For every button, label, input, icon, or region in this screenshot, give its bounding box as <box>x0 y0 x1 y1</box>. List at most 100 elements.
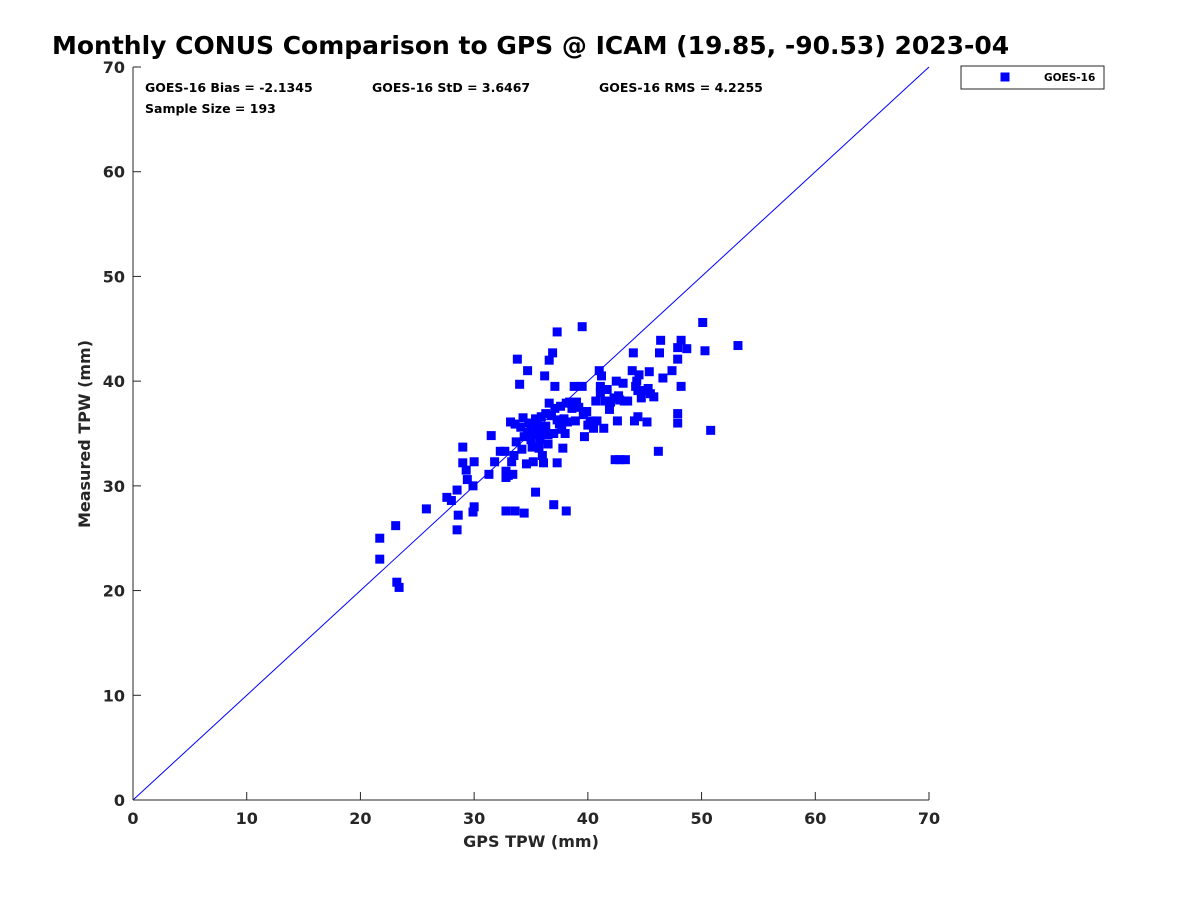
data-point <box>486 431 496 441</box>
data-point <box>612 416 622 426</box>
data-point <box>484 469 494 479</box>
data-point <box>600 396 610 406</box>
data-point <box>579 432 589 442</box>
data-point <box>673 343 683 353</box>
data-point <box>544 398 554 408</box>
data-point <box>535 435 545 445</box>
data-point <box>394 582 404 592</box>
data-point <box>556 401 566 411</box>
legend-marker <box>1000 72 1010 82</box>
data-point <box>506 417 516 427</box>
data-point <box>673 418 683 428</box>
legend-box <box>960 65 1105 90</box>
y-tick-label: 30 <box>103 477 125 496</box>
data-point <box>501 506 511 516</box>
data-point <box>453 510 463 520</box>
x-tick-label: 0 <box>127 809 138 828</box>
y-tick-label: 40 <box>103 372 125 391</box>
data-point <box>461 465 471 475</box>
data-point <box>458 442 468 452</box>
data-point <box>537 426 547 436</box>
x-tick-label: 60 <box>804 809 826 828</box>
data-point <box>391 521 401 531</box>
axes-layer: 0 10 20 30 40 50 60 70 0 10 20 30 40 50 60 70 <box>103 58 940 828</box>
data-point <box>604 404 614 414</box>
y-tick-label: 10 <box>103 686 125 705</box>
data-point <box>508 469 518 479</box>
data-point <box>526 420 536 430</box>
data-point <box>618 378 628 388</box>
data-point <box>615 395 625 405</box>
data-point <box>633 412 643 422</box>
x-tick-label: 10 <box>236 809 258 828</box>
rms-annotation: GOES-16 RMS = 4.2255 <box>599 80 763 95</box>
data-point <box>733 341 743 351</box>
data-point <box>452 485 462 495</box>
data-point <box>592 416 602 426</box>
data-point <box>628 348 638 358</box>
bias-annotation: GOES-16 Bias = -2.1345 <box>145 80 313 95</box>
data-point <box>582 407 592 417</box>
data-point <box>495 446 505 456</box>
data-point <box>541 409 551 419</box>
data-point <box>527 442 537 452</box>
data-point <box>510 506 520 516</box>
y-tick-label: 0 <box>114 791 125 810</box>
data-point <box>375 533 385 543</box>
data-point <box>532 425 542 435</box>
data-point <box>673 409 683 419</box>
data-point <box>543 439 553 449</box>
data-point <box>421 504 431 514</box>
data-point <box>658 373 668 383</box>
data-point <box>468 481 478 491</box>
std-annotation: GOES-16 StD = 3.6467 <box>372 80 530 95</box>
data-point <box>570 416 580 426</box>
data-point <box>597 371 607 381</box>
data-point <box>632 376 642 386</box>
data-point <box>567 403 577 413</box>
data-point <box>558 443 568 453</box>
data-point <box>490 457 500 467</box>
legend-label-goes-16: GOES-16 <box>1044 72 1095 84</box>
data-point <box>644 367 654 377</box>
data-point <box>510 419 520 429</box>
data-point <box>577 381 587 391</box>
data-point <box>676 381 686 391</box>
data-point <box>534 443 544 453</box>
data-point <box>548 348 558 358</box>
y-tick-label: 60 <box>103 163 125 182</box>
data-point <box>519 508 529 518</box>
data-point <box>706 425 716 435</box>
data-point <box>541 421 551 431</box>
data-point <box>509 450 519 460</box>
data-point <box>636 393 646 403</box>
x-tick-label: 50 <box>690 809 712 828</box>
y-tick-label: 20 <box>103 582 125 601</box>
data-point <box>533 420 543 430</box>
data-point <box>540 371 550 381</box>
y-tick-label: 50 <box>103 267 125 286</box>
chart-title: Monthly CONUS Comparison to GPS @ ICAM (… <box>52 31 1009 60</box>
y-axis-label: Measured TPW (mm) <box>75 340 94 528</box>
data-point <box>552 458 562 468</box>
sample-size-annotation: Sample Size = 193 <box>145 101 276 116</box>
data-point <box>602 385 612 395</box>
data-point <box>458 458 468 468</box>
data-point <box>615 455 625 465</box>
data-point <box>539 458 549 468</box>
data-point <box>503 470 513 480</box>
data-point <box>528 457 538 467</box>
data-point <box>562 417 572 427</box>
data-point <box>609 393 619 403</box>
data-point <box>574 402 584 412</box>
data-point <box>375 554 385 564</box>
x-tick-label: 40 <box>577 809 599 828</box>
data-point <box>700 346 710 356</box>
y-tick-label: 70 <box>103 58 125 77</box>
data-point <box>462 475 472 485</box>
data-point <box>565 397 575 407</box>
data-point <box>649 392 659 402</box>
legend: GOES-16 <box>960 65 1105 90</box>
data-point <box>515 379 525 389</box>
data-point <box>536 412 546 422</box>
